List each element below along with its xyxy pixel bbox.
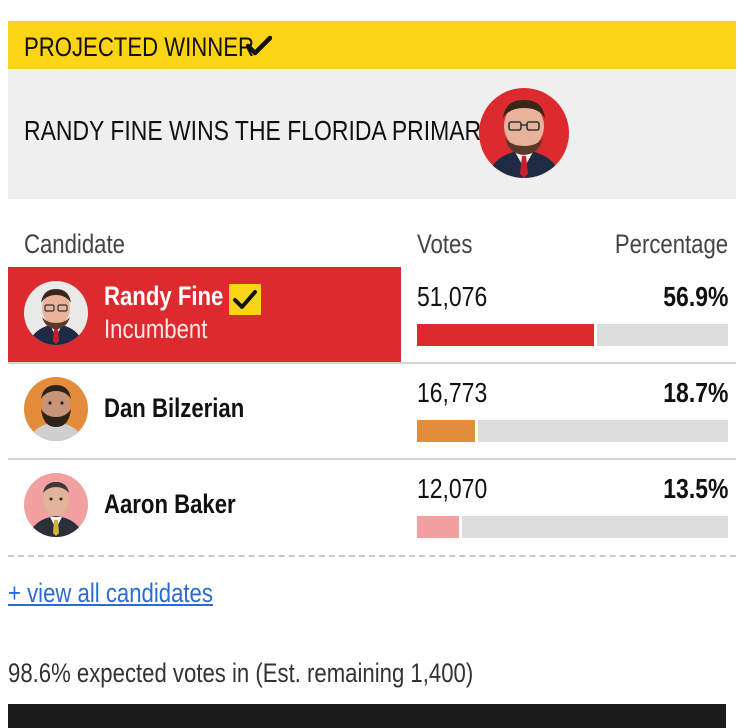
candidate-subtitle: Incumbent [104, 314, 208, 344]
column-header-percentage: Percentage [614, 229, 728, 259]
vote-share-bar [417, 516, 728, 538]
row-divider [8, 458, 736, 460]
column-header-votes: Votes [417, 229, 473, 259]
table-end-divider [8, 555, 736, 557]
checkmark-icon [246, 35, 272, 56]
winner-check-icon [229, 284, 261, 315]
winner-headline-card: RANDY FINE WINS THE FLORIDA PRIMARY [8, 69, 736, 199]
view-all-candidates-link[interactable]: + view all candidates [8, 578, 213, 608]
candidate-name: Dan Bilzerian [104, 393, 245, 423]
expected-votes-progress-bar [8, 704, 726, 728]
candidate-votes: 16,773 [417, 377, 488, 408]
expected-votes-text: 98.6% expected votes in (Est. remaining … [8, 658, 474, 688]
headline-text: RANDY FINE WINS THE FLORIDA PRIMARY [24, 115, 497, 146]
candidate-percentage: 56.9% [662, 281, 728, 312]
row-divider [8, 362, 736, 364]
candidate-name: Randy Fine [104, 281, 224, 311]
projected-winner-banner: PROJECTED WINNER [8, 21, 736, 69]
candidate-avatar [24, 473, 88, 537]
column-header-candidate: Candidate [24, 229, 125, 259]
candidate-row-aaron-baker: Aaron Baker 12,070 13.5% [8, 459, 736, 555]
candidate-row-dan-bilzerian: Dan Bilzerian 16,773 18.7% [8, 363, 736, 459]
vote-share-bar [417, 420, 728, 442]
candidate-votes: 12,070 [417, 473, 488, 504]
vote-share-fill [417, 516, 462, 538]
vote-share-bar [417, 324, 728, 346]
banner-label: PROJECTED WINNER [24, 32, 255, 62]
candidate-votes: 51,076 [417, 281, 488, 312]
candidate-avatar [24, 281, 88, 345]
candidate-percentage: 18.7% [662, 377, 728, 408]
candidate-avatar [24, 377, 88, 441]
vote-share-fill [417, 324, 597, 346]
candidate-percentage: 13.5% [662, 473, 728, 504]
candidate-row-randy-fine: Randy Fine Incumbent 51,076 56.9% [8, 267, 736, 363]
candidate-name: Aaron Baker [104, 489, 236, 519]
vote-share-fill [417, 420, 479, 442]
winner-portrait-avatar [479, 88, 569, 178]
